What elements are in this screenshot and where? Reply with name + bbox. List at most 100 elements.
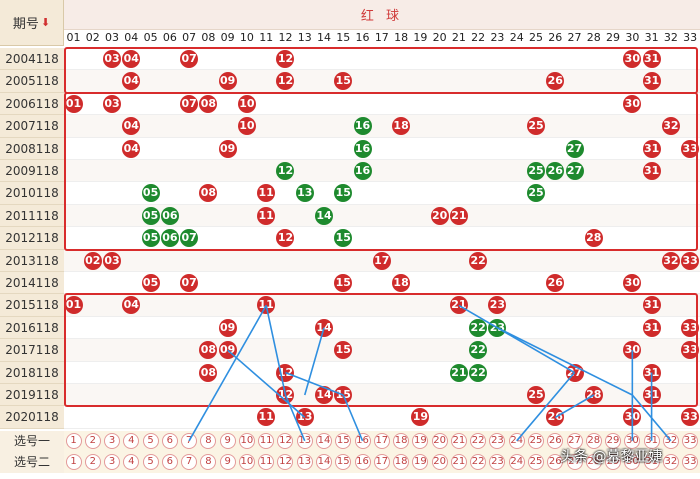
selectable-number[interactable]: 13 <box>296 433 313 450</box>
selectable-number[interactable]: 20 <box>431 433 448 450</box>
down-arrow-icon[interactable]: ⬇ <box>40 16 51 29</box>
selectable-number[interactable]: 33 <box>682 454 699 471</box>
red-ball: 33 <box>681 139 700 158</box>
selectable-number[interactable]: 3 <box>104 454 121 471</box>
red-ball: 31 <box>642 139 661 158</box>
selectable-number[interactable]: 30 <box>624 454 641 471</box>
selectable-number[interactable]: 6 <box>161 433 178 450</box>
selectable-number[interactable]: 1 <box>65 433 82 450</box>
period-cell: 2009118 <box>0 160 64 183</box>
red-ball: 04 <box>122 50 141 68</box>
selectable-number[interactable]: 3 <box>104 433 121 450</box>
selectable-number[interactable]: 33 <box>682 433 699 450</box>
table-row <box>64 93 700 116</box>
red-ball: 10 <box>237 117 256 136</box>
red-ball: 33 <box>681 408 700 427</box>
red-ball: 12 <box>276 72 295 91</box>
green-ball: 14 <box>315 206 333 225</box>
red-ball: 30 <box>623 50 642 68</box>
red-ball: 04 <box>122 117 141 136</box>
selectable-number[interactable]: 23 <box>489 454 506 471</box>
selectable-number[interactable]: 24 <box>508 454 525 471</box>
green-ball: 07 <box>180 229 199 248</box>
period-cell: 2018118 <box>0 361 64 384</box>
selectable-number[interactable]: 18 <box>393 454 410 471</box>
selectable-number[interactable]: 5 <box>142 433 159 450</box>
selectable-number[interactable]: 9 <box>219 454 236 471</box>
green-ball: 16 <box>353 139 372 158</box>
selectable-number[interactable]: 28 <box>585 433 602 450</box>
green-ball: 06 <box>160 229 179 248</box>
selectable-number[interactable]: 20 <box>431 454 448 471</box>
selectable-number[interactable]: 7 <box>181 454 198 471</box>
selectable-number[interactable]: 26 <box>547 454 564 471</box>
green-ball: 25 <box>526 184 545 203</box>
selectable-number[interactable]: 4 <box>123 433 140 450</box>
column-number: 10 <box>239 31 254 44</box>
column-number: 23 <box>490 31 505 44</box>
column-number: 28 <box>586 31 601 44</box>
selectable-number[interactable]: 23 <box>489 433 506 450</box>
green-ball: 25 <box>526 162 545 180</box>
red-ball: 08 <box>199 184 218 203</box>
selectable-number[interactable]: 21 <box>450 454 467 471</box>
selectable-number[interactable]: 18 <box>393 433 410 450</box>
selectable-number[interactable]: 17 <box>373 454 390 471</box>
selectable-number[interactable]: 31 <box>643 454 660 471</box>
selectable-number[interactable]: 28 <box>585 454 602 471</box>
table-row <box>64 406 700 429</box>
selectable-number[interactable]: 16 <box>354 433 371 450</box>
red-ball: 30 <box>623 94 642 113</box>
column-number: 18 <box>394 31 409 44</box>
selectable-number[interactable]: 22 <box>470 433 487 450</box>
selectable-number[interactable]: 2 <box>84 454 101 471</box>
green-ball: 27 <box>565 162 584 180</box>
selectable-number[interactable]: 29 <box>605 433 622 450</box>
selectable-number[interactable]: 10 <box>238 454 255 471</box>
column-number: 11 <box>259 31 274 44</box>
table-row <box>64 204 700 228</box>
period-cell: 2019118 <box>0 384 64 407</box>
red-ball: 07 <box>180 50 199 68</box>
column-number: 06 <box>162 31 177 44</box>
selectable-number[interactable]: 32 <box>662 454 679 471</box>
selectable-number[interactable]: 6 <box>161 454 178 471</box>
selectable-number[interactable]: 14 <box>316 454 332 471</box>
selectable-number[interactable]: 19 <box>412 433 429 450</box>
period-header[interactable]: 期号 ⬇ <box>0 0 64 46</box>
column-number: 08 <box>201 31 216 44</box>
selectable-number[interactable]: 4 <box>123 454 140 471</box>
column-number: 04 <box>124 31 139 44</box>
selectable-number[interactable]: 11 <box>258 454 275 471</box>
selectable-number[interactable]: 12 <box>277 454 294 471</box>
selectable-number[interactable]: 9 <box>219 433 236 450</box>
selectable-number[interactable]: 16 <box>354 454 371 471</box>
green-ball: 05 <box>141 229 160 248</box>
selectable-number[interactable]: 15 <box>335 454 352 471</box>
red-ball: 25 <box>526 117 545 136</box>
selectable-number[interactable]: 14 <box>316 433 332 450</box>
selectable-number[interactable]: 22 <box>470 454 487 471</box>
red-ball: 07 <box>180 274 199 292</box>
period-cell: 2008118 <box>0 137 64 160</box>
red-ball: 01 <box>64 296 83 315</box>
selectable-number[interactable]: 17 <box>373 433 390 450</box>
selectable-number[interactable]: 29 <box>605 454 622 471</box>
column-number: 20 <box>432 31 447 44</box>
selectable-number[interactable]: 8 <box>200 454 217 471</box>
selectable-number[interactable]: 27 <box>566 454 583 471</box>
selectable-number[interactable]: 13 <box>296 454 313 471</box>
column-number: 32 <box>663 31 678 44</box>
period-cell: 2014118 <box>0 272 64 295</box>
selectable-number[interactable]: 2 <box>84 433 101 450</box>
selectable-number[interactable]: 19 <box>412 454 429 471</box>
selectable-number[interactable]: 5 <box>142 454 159 471</box>
selectable-number[interactable]: 24 <box>508 433 525 450</box>
column-number: 25 <box>528 31 543 44</box>
period-cell: 2005118 <box>0 70 64 93</box>
selectable-number[interactable]: 1 <box>65 454 82 471</box>
period-cell: 2013118 <box>0 249 64 272</box>
selectable-number[interactable]: 21 <box>450 433 467 450</box>
selectable-number[interactable]: 25 <box>527 454 544 471</box>
column-number: 07 <box>182 31 197 44</box>
